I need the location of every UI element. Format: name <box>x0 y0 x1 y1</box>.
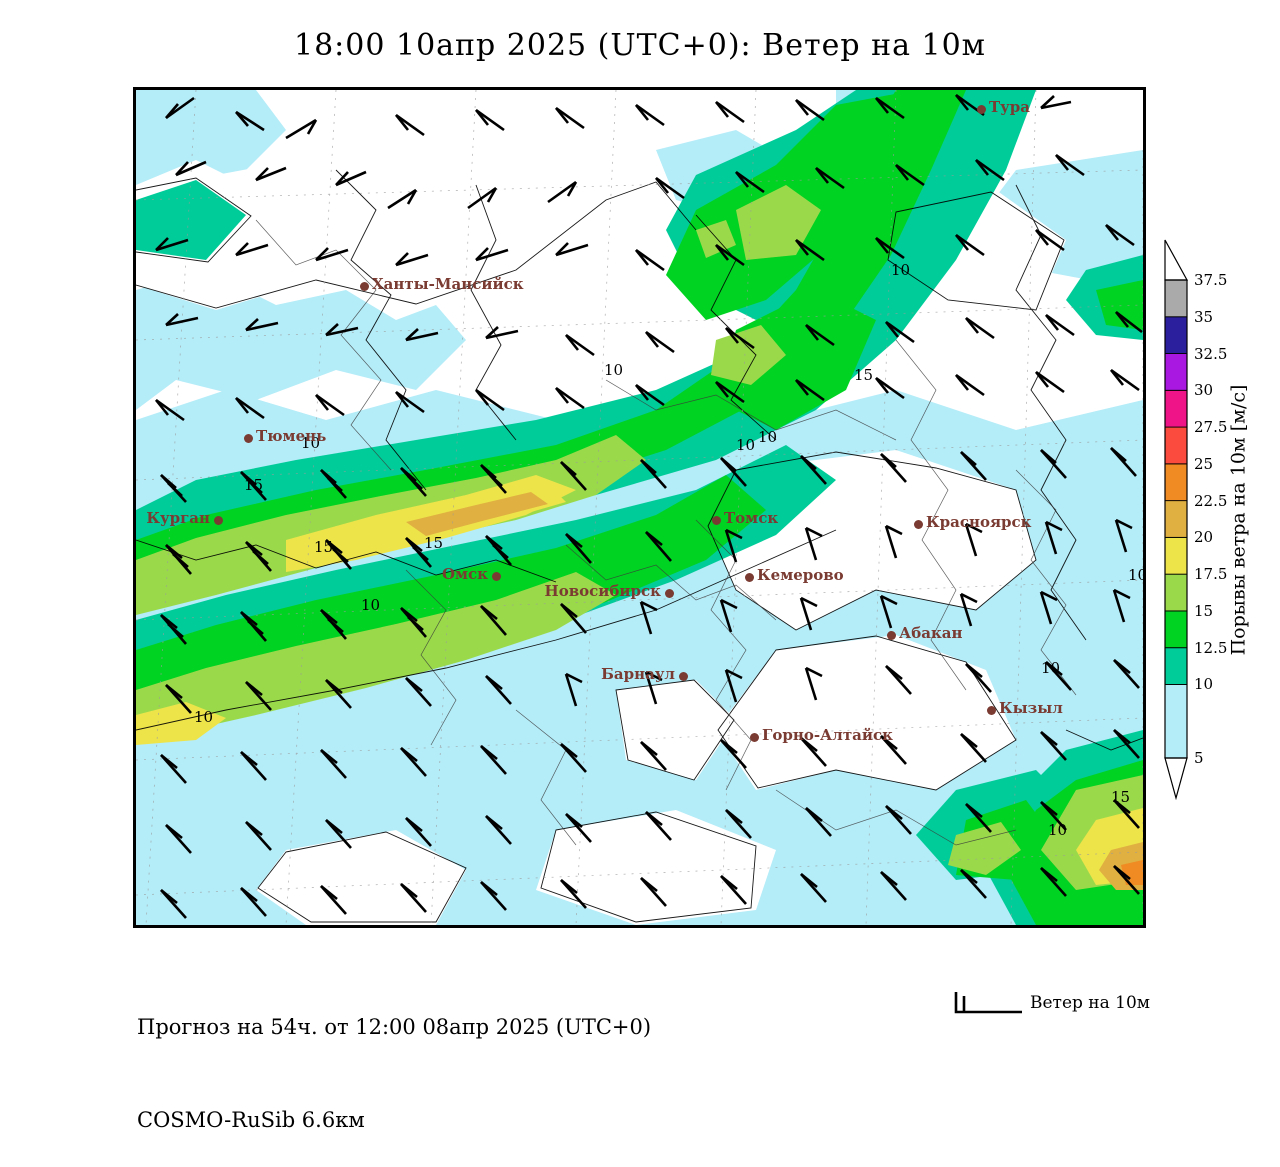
weather-map[interactable]: 10 15 10 10 10 15 15 15 10 10 10 10 10 1… <box>133 87 1146 928</box>
svg-text:10: 10 <box>758 428 777 446</box>
city-label: Омск <box>441 565 488 583</box>
colorbar-tick-32.5: 32.5 <box>1194 344 1228 363</box>
city-dot-icon <box>887 631 896 640</box>
svg-text:10: 10 <box>1128 566 1143 584</box>
colorbar-swatches <box>1164 239 1189 800</box>
colorbar-band-10-12.5 <box>1164 647 1188 685</box>
colorbar-axis-title: Порывы ветра на 10м [м/с] <box>1218 240 1258 800</box>
city-label: Тура <box>989 98 1030 116</box>
city-label: Курган <box>146 509 210 527</box>
colorbar-tick-labels: 5 10 12.5 15 17.5 20 22.5 25 27.5 30 32.5 35 37.5 <box>1194 238 1254 800</box>
city-label: Кызыл <box>999 699 1063 717</box>
colorbar-tick-27.5: 27.5 <box>1194 418 1228 437</box>
colorbar-band-12.5-15 <box>1164 610 1188 649</box>
svg-text:10: 10 <box>604 361 623 379</box>
wind-barb-layer <box>154 93 1143 919</box>
city-label: Тюмень <box>256 427 327 445</box>
colorbar-band-25-27.5 <box>1164 426 1188 465</box>
wind-barb-legend: Ветер на 10м <box>950 988 1250 1022</box>
page-title: 18:00 10апр 2025 (UTC+0): Ветер на 10м <box>293 28 986 63</box>
svg-text:15: 15 <box>424 534 443 552</box>
svg-text:10: 10 <box>891 261 910 279</box>
city-dot-icon <box>244 434 253 443</box>
colorbar-band-32.5-35 <box>1164 316 1188 354</box>
city-label: Абакан <box>899 624 963 642</box>
forecast-line: Прогноз на 54ч. от 12:00 08апр 2025 (UTC… <box>137 1015 652 1039</box>
city-label: Горно-Алтайск <box>762 726 893 744</box>
colorbar-band-30-32.5 <box>1164 353 1188 391</box>
colorbar-tick-25: 25 <box>1194 454 1214 473</box>
colorbar-tick-30: 30 <box>1194 381 1214 400</box>
colorbar-tick-17.5: 17.5 <box>1194 565 1228 584</box>
footer: Прогноз на 54ч. от 12:00 08апр 2025 (UTC… <box>137 950 957 1167</box>
colorbar-tick-22.5: 22.5 <box>1194 491 1228 510</box>
colorbar-band-5-10 <box>1164 684 1188 759</box>
colorbar-tick-10: 10 <box>1194 675 1214 694</box>
graticule <box>136 90 1143 925</box>
colorbar-tick-37.5: 37.5 <box>1194 271 1228 289</box>
colorbar-tick-35: 35 <box>1194 307 1214 326</box>
svg-text:10: 10 <box>361 596 380 614</box>
colorbar-band-20-22.5 <box>1164 500 1188 538</box>
city-label: Новосибирск <box>544 582 661 600</box>
svg-text:15: 15 <box>244 476 263 494</box>
city-dot-icon <box>987 706 996 715</box>
colorbar-band-22.5-25 <box>1164 463 1188 502</box>
colorbar-band-17.5-20 <box>1164 536 1188 575</box>
city-dot-icon <box>360 282 369 291</box>
map-canvas: 10 15 10 10 10 15 15 15 10 10 10 10 10 1… <box>136 90 1143 925</box>
city-dot-icon <box>679 672 688 681</box>
contour-labels: 10 15 10 10 10 15 15 15 10 10 10 10 10 1… <box>194 261 1143 839</box>
city-dot-icon <box>977 105 986 114</box>
colorbar-tick-20: 20 <box>1194 528 1214 547</box>
svg-text:15: 15 <box>314 538 333 556</box>
svg-text:10: 10 <box>301 434 320 452</box>
wind-barb-legend-label: Ветер на 10м <box>1030 993 1151 1013</box>
svg-text:10: 10 <box>194 708 213 726</box>
svg-text:10: 10 <box>1048 821 1067 839</box>
colorbar-axis-title-text: Порывы ветра на 10м [м/с] <box>1227 384 1249 656</box>
colorbar-tick-15: 15 <box>1194 601 1214 620</box>
city-dot-icon <box>214 516 223 525</box>
city-label: Ханты-Мансийск <box>372 275 524 293</box>
model-line: COSMO-RuSib 6.6км <box>137 1108 365 1132</box>
colorbar-tick-5: 5 <box>1194 749 1204 767</box>
svg-text:15: 15 <box>1111 788 1130 806</box>
city-label: Барнаул <box>601 665 675 683</box>
colorbar-band-27.5-30 <box>1164 389 1188 428</box>
svg-text:15: 15 <box>854 366 873 384</box>
colorbar-band-35-37.5 <box>1164 279 1188 318</box>
colorbar[interactable]: 5 10 12.5 15 17.5 20 22.5 25 27.5 30 32.5 35 37.5 <box>1160 238 1227 800</box>
colorbar-band-15-17.5 <box>1164 573 1188 612</box>
svg-text:10: 10 <box>1041 659 1060 677</box>
city-dot-icon <box>665 589 674 598</box>
city-dot-icon <box>745 573 754 582</box>
wind-barb-icon <box>954 992 1022 1014</box>
svg-text:10: 10 <box>736 436 755 454</box>
city-dot-icon <box>914 520 923 529</box>
city-dot-icon <box>492 572 501 581</box>
city-dot-icon <box>750 733 759 742</box>
city-dot-icon <box>712 516 721 525</box>
city-label: Красноярск <box>926 513 1032 531</box>
city-label: Томск <box>724 509 779 527</box>
city-label: Кемерово <box>757 566 844 584</box>
colorbar-tick-12.5: 12.5 <box>1194 638 1228 657</box>
